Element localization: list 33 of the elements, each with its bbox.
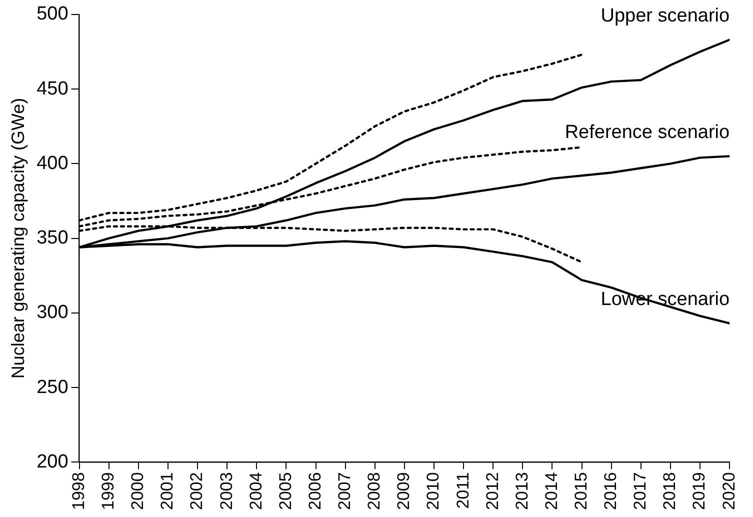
series-label: Reference scenario <box>564 122 730 143</box>
x-tick-label: 2007 <box>335 472 354 510</box>
x-tick-label: 2005 <box>276 472 295 510</box>
x-tick-label: 2000 <box>128 472 148 510</box>
series-label: Upper scenario <box>600 6 730 27</box>
x-tick-label: 2003 <box>216 472 236 510</box>
x-tick-label: 2009 <box>394 472 414 510</box>
y-tick-label: 250 <box>36 376 68 398</box>
x-tick-label: 2001 <box>158 472 177 510</box>
x-tick-label: 2006 <box>305 472 324 510</box>
x-tick-label: 2013 <box>512 472 532 510</box>
x-tick-label: 2008 <box>364 472 384 510</box>
x-tick-label: 2010 <box>424 472 443 510</box>
x-tick-label: 2012 <box>482 472 502 510</box>
x-tick-label: 1998 <box>68 472 88 510</box>
x-tick-label: 2011 <box>453 472 472 509</box>
y-axis-title: Nuclear generating capacity (GWe) <box>8 98 28 379</box>
y-tick-label: 450 <box>36 78 68 100</box>
y-tick-label: 350 <box>36 228 68 249</box>
x-tick-label: 2019 <box>690 472 709 510</box>
y-tick-label: 500 <box>36 4 68 25</box>
x-tick-label: 2020 <box>719 472 738 510</box>
y-tick-label: 200 <box>36 451 68 472</box>
x-tick-label: 2014 <box>542 472 561 510</box>
x-tick-label: 2002 <box>187 472 206 510</box>
x-tick-label: 2015 <box>571 472 590 510</box>
x-tick-label: 2018 <box>660 472 680 510</box>
y-tick-label: 400 <box>36 152 68 174</box>
y-tick-label: 300 <box>36 302 68 324</box>
x-tick-label: 1999 <box>98 472 118 510</box>
x-tick-label: 2017 <box>630 472 650 510</box>
x-tick-label: 2016 <box>601 472 620 510</box>
x-tick-label: 2004 <box>246 472 266 510</box>
